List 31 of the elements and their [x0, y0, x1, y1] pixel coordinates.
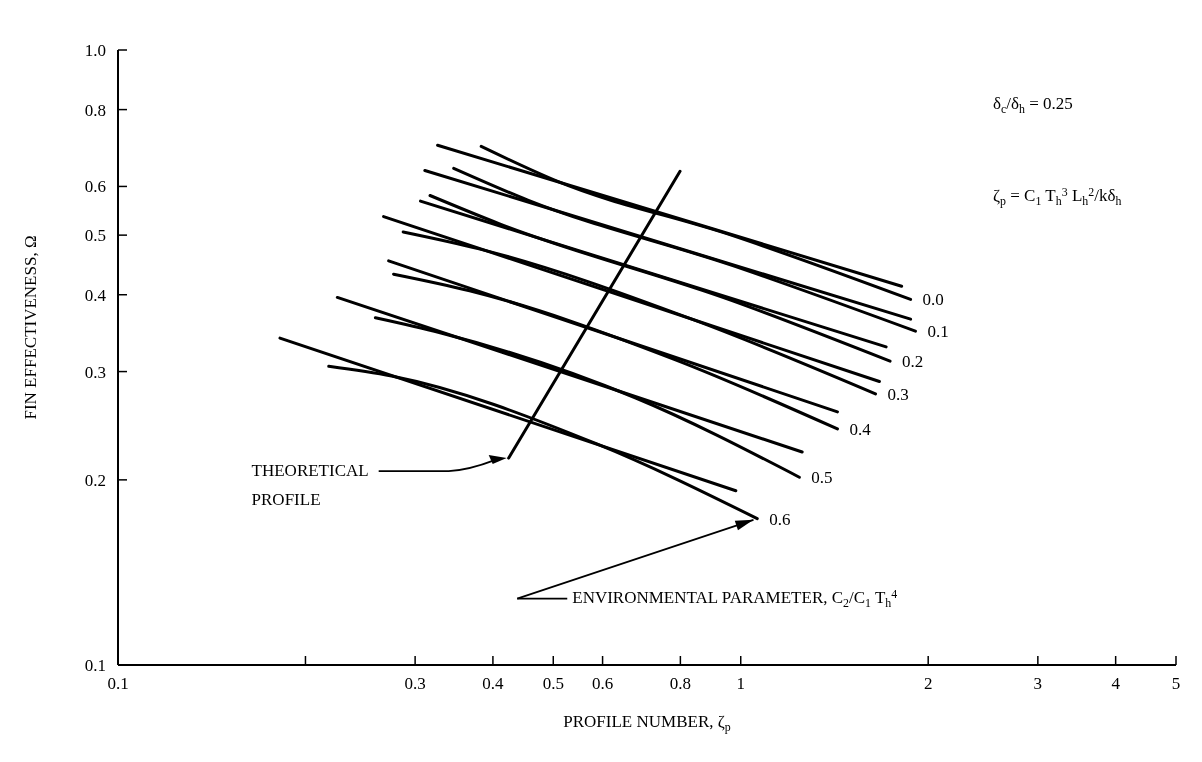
- y-axis-title: FIN EFFECTIVENESS, Ω: [21, 235, 40, 420]
- annotation: 0.2: [902, 352, 924, 372]
- x-tick-label: 0.8: [669, 674, 692, 693]
- annotation: 0.0: [922, 290, 944, 310]
- x-tick-label: 2: [923, 674, 933, 693]
- annotation: 0.6: [769, 509, 791, 529]
- annotation: 0.5: [811, 468, 833, 488]
- x-tick-label: 3: [1033, 674, 1043, 693]
- annotation: THEORETICAL PROFILE: [251, 461, 369, 510]
- x-tick-label: 0.3: [404, 674, 426, 693]
- x-tick-label: 4: [1111, 674, 1121, 693]
- annotation: 0.3: [887, 384, 909, 404]
- x-axis-title: PROFILE NUMBER, ζ$_{p}$: [563, 712, 731, 735]
- y-tick-label: 0.5: [84, 226, 106, 246]
- x-tick-label: 0.5: [542, 674, 564, 693]
- y-tick-label: 0.2: [84, 470, 106, 490]
- annotation: δ$_{c}$/δ$_{h}$ = 0.25: [993, 93, 1073, 117]
- text: ζ$_{p}$ = C$_{1}$ T$_{h}$$^{3}$ L$_{h}$$^{2}$/kδ$_{h}$: [993, 184, 1122, 209]
- x-tick-label: 0.6: [591, 674, 614, 693]
- x-tick-label: 5: [1171, 674, 1181, 693]
- y-tick-label: 0.4: [84, 285, 107, 305]
- annotation: 0.4: [849, 419, 872, 439]
- x-tick-label: 1: [736, 674, 745, 693]
- y-tick-label: 1.0: [84, 41, 106, 60]
- x-tick-label: 0.1: [107, 674, 129, 693]
- annotation: 0.1: [927, 322, 949, 342]
- y-tick-label: 0.6: [84, 177, 106, 197]
- y-tick-label: 0.3: [84, 362, 106, 382]
- x-tick-label: 0.4: [482, 674, 505, 693]
- y-tick-label: 0.1: [84, 656, 106, 675]
- y-tick-label: 0.8: [84, 100, 106, 120]
